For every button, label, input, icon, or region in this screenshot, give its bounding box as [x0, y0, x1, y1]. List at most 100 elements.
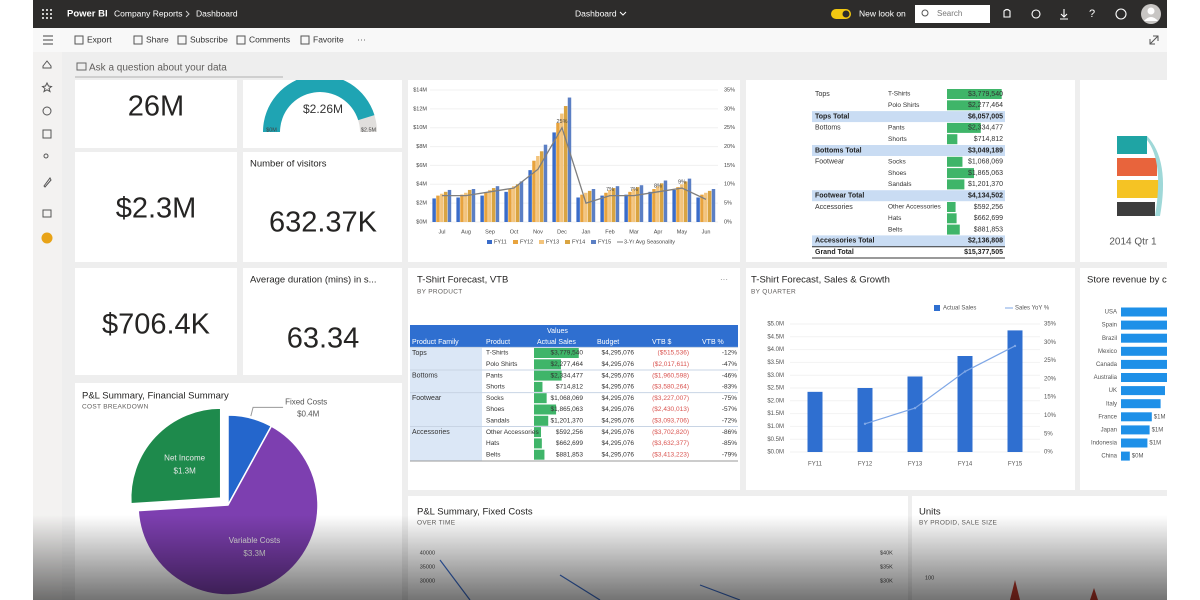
x-tick-label: FY11 [808, 462, 823, 468]
bar [1121, 438, 1148, 448]
x-tick-label: Nov [533, 229, 543, 235]
toolbar-button[interactable]: Export [87, 34, 112, 44]
bar [543, 144, 548, 222]
bar [687, 178, 692, 222]
workspaces-icon[interactable] [42, 209, 52, 218]
toolbar-icon [236, 35, 246, 45]
feedback-icon[interactable] [1115, 8, 1127, 20]
y-category-label: Brazil [1102, 336, 1117, 342]
tile-subtitle: COST BREAKDOWN [82, 404, 149, 411]
row-product: Polo Shirts [888, 102, 920, 109]
x-tick-label: Aug [461, 229, 471, 235]
bar [488, 189, 492, 222]
download-icon[interactable] [1060, 9, 1068, 20]
gauge-value [263, 75, 375, 132]
tile[interactable] [746, 70, 1075, 262]
tile[interactable] [75, 152, 237, 262]
bar [539, 151, 544, 222]
row-family: Tops [815, 91, 830, 98]
qna-icon[interactable] [76, 62, 87, 71]
slice-label: Fixed Costs [285, 397, 327, 406]
row-vtb-pct: -47% [722, 361, 737, 368]
x-tick-label: Feb [605, 229, 614, 235]
recent-icon[interactable] [42, 106, 52, 116]
bar [1121, 451, 1130, 461]
qna-prompt[interactable]: Ask a question about your data [89, 63, 227, 74]
tile[interactable] [75, 70, 237, 148]
search-box[interactable] [915, 5, 990, 23]
x-tick-label: FY14 [958, 462, 973, 468]
bar [471, 189, 476, 222]
tile-menu[interactable]: ··· [720, 275, 728, 284]
row-value: $1,865,063 [968, 170, 1003, 177]
y2-tick-label: 20% [1044, 376, 1057, 382]
column-header: Budget [597, 339, 619, 346]
row-vtb: ($2,430,013) [652, 406, 689, 413]
app-launcher[interactable] [42, 9, 52, 19]
shared-icon[interactable] [43, 153, 49, 159]
favorites-icon[interactable] [41, 81, 53, 93]
breadcrumb[interactable]: Company Reports [114, 8, 183, 18]
data-label: $1M [1152, 427, 1164, 433]
y-tick-label: $0M [416, 219, 427, 225]
tile[interactable] [243, 268, 402, 375]
family-column [410, 347, 482, 461]
row-value: $881,853 [974, 226, 1003, 233]
card-title: Number of visitors [250, 159, 327, 170]
gauge-label: $2.26M [303, 102, 343, 116]
toggle-knob [842, 10, 850, 18]
column-header: Actual Sales [537, 339, 576, 346]
nav-toggle[interactable] [43, 35, 53, 45]
video-overlay [33, 515, 1167, 600]
legend-entry: FY15 [598, 239, 611, 245]
learn-icon[interactable] [43, 177, 52, 188]
toolbar-button[interactable]: Share [146, 34, 169, 44]
dot [42, 13, 44, 15]
y-tick-label: $4.0M [767, 347, 784, 353]
settings-icon[interactable] [1031, 9, 1041, 19]
dropdown-chevron[interactable] [619, 11, 627, 16]
tile[interactable] [75, 268, 237, 375]
legend-entry: FY13 [546, 239, 559, 245]
workspace-icon[interactable] [41, 232, 53, 244]
x-tick-label: Sep [485, 229, 495, 235]
row-product: T-Shirts [888, 91, 911, 98]
row-product: Pants [486, 372, 503, 379]
fullscreen-icon[interactable] [1149, 35, 1159, 45]
row-budget: $4,295,076 [601, 350, 634, 357]
help-glyph[interactable]: ? [1089, 8, 1095, 20]
total-value: $6,057,005 [968, 113, 1003, 120]
total-label: Grand Total [815, 249, 854, 256]
y2-tick-label: 20% [724, 144, 735, 150]
x-tick-label: May [677, 229, 688, 235]
legend-swatch [934, 305, 940, 311]
home-icon[interactable] [42, 60, 52, 69]
bar [611, 188, 616, 222]
data-label: 7% [630, 187, 638, 193]
view-selector[interactable]: Dashboard [575, 8, 617, 18]
tile-title: T-Shirt Forecast, VTB [417, 275, 508, 286]
toolbar-button[interactable]: Favorite [313, 34, 344, 44]
dot [42, 17, 44, 19]
toolbar-button[interactable]: Comments [249, 34, 290, 44]
notifications-icon[interactable] [1003, 8, 1011, 18]
row-actual: $881,853 [556, 451, 583, 458]
card-value: 63.34 [287, 323, 360, 355]
more-options[interactable]: ··· [357, 34, 366, 44]
dot [46, 17, 48, 19]
data-bar [534, 404, 557, 415]
x-tick-label: Mar [629, 229, 639, 235]
shape [1117, 136, 1147, 154]
legend-entry: 3-Yr Avg Seasonality [624, 239, 675, 245]
apps-icon[interactable] [42, 129, 52, 139]
toolbar-button[interactable]: Subscribe [190, 34, 228, 44]
breadcrumb[interactable]: Dashboard [196, 8, 238, 18]
y2-tick-label: 35% [1044, 322, 1057, 328]
y-tick-label: $2.0M [767, 398, 784, 404]
tile[interactable] [243, 152, 402, 262]
row-product: Belts [888, 226, 903, 233]
bar [528, 170, 532, 222]
x-tick-label: Jan [582, 229, 591, 235]
row-budget: $4,295,076 [601, 395, 634, 402]
